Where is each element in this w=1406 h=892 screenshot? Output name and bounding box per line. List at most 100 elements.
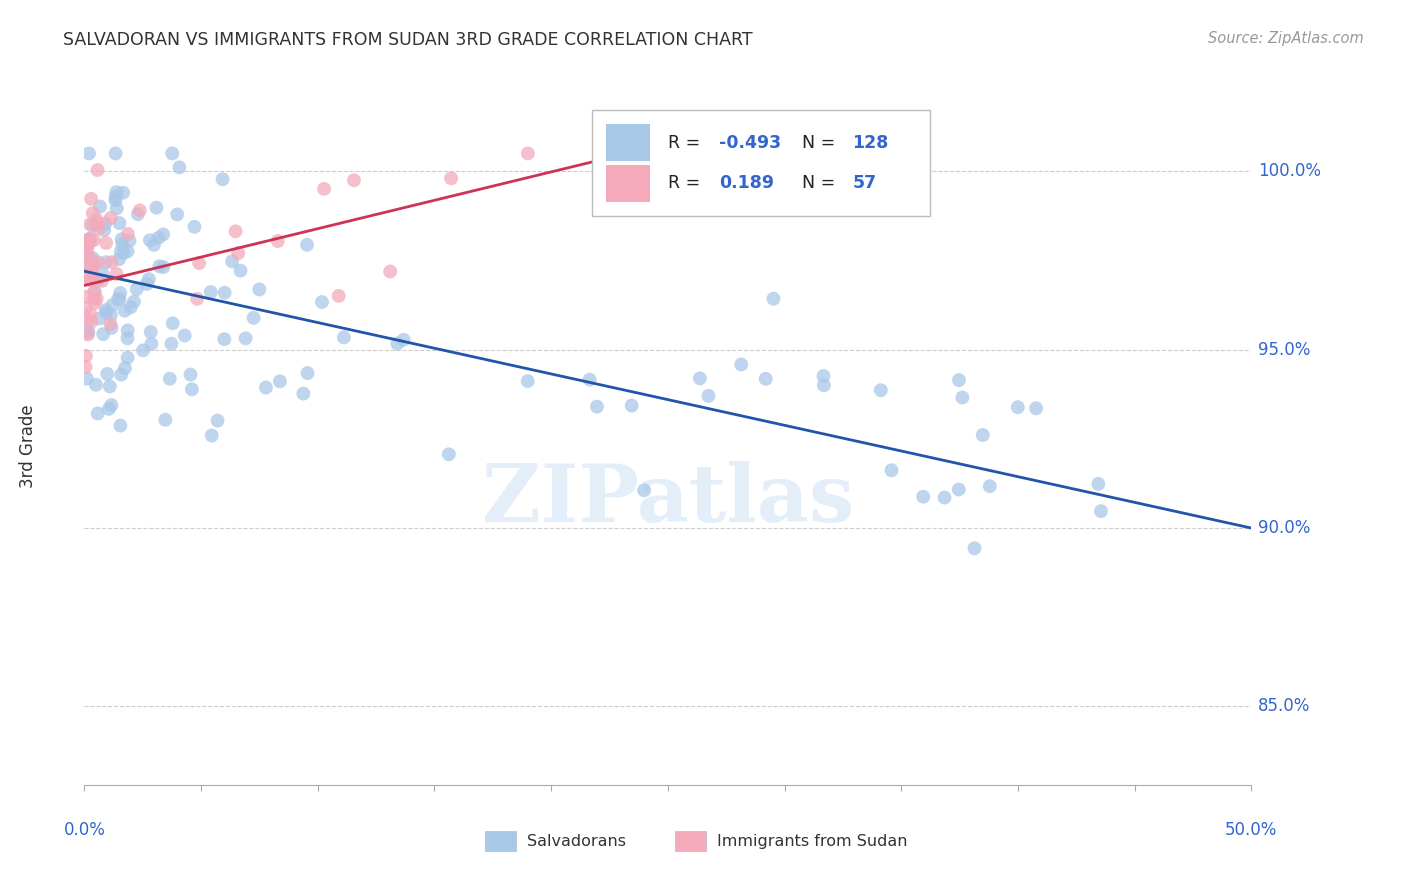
Point <box>226 246 249 260</box>
Point <box>89 311 111 326</box>
Point <box>111 232 134 246</box>
Point <box>82 219 104 233</box>
Point <box>110 244 132 259</box>
Point <box>162 146 184 161</box>
Point <box>77 265 100 279</box>
Point <box>247 282 270 296</box>
FancyBboxPatch shape <box>606 165 651 202</box>
Point <box>114 303 136 318</box>
Point <box>80 315 103 329</box>
Point <box>76 241 98 255</box>
Point <box>76 238 98 252</box>
Point <box>76 323 98 337</box>
Point <box>132 343 155 358</box>
Point <box>139 325 162 339</box>
Point <box>972 428 994 442</box>
Point <box>214 332 236 346</box>
Point <box>79 231 101 245</box>
Text: 128: 128 <box>852 134 889 152</box>
Point <box>813 369 835 384</box>
Point <box>145 201 167 215</box>
Point <box>82 206 104 220</box>
Text: 50.0%: 50.0% <box>1225 821 1278 838</box>
Point <box>75 255 97 269</box>
Point <box>104 193 127 207</box>
Point <box>117 244 139 259</box>
Point <box>111 237 134 252</box>
Point <box>77 312 100 326</box>
Text: -0.493: -0.493 <box>720 134 782 152</box>
Point <box>392 333 415 347</box>
Point <box>578 373 600 387</box>
Point <box>105 202 128 216</box>
Point <box>620 399 643 413</box>
Point <box>110 418 132 433</box>
Point <box>437 447 460 461</box>
Point <box>101 298 124 312</box>
Point <box>86 212 108 227</box>
Point <box>76 238 98 252</box>
Point <box>254 380 277 394</box>
Point <box>82 251 104 265</box>
Point <box>87 221 110 235</box>
Point <box>84 285 107 299</box>
Point <box>96 367 118 381</box>
Point <box>1087 476 1109 491</box>
Point <box>96 306 118 320</box>
Point <box>75 301 97 315</box>
Point <box>79 232 101 246</box>
Point <box>77 326 100 340</box>
Point <box>107 292 129 306</box>
Point <box>87 255 110 269</box>
Point <box>83 292 105 306</box>
Point <box>162 316 184 330</box>
Point <box>76 239 98 253</box>
Point <box>117 331 139 345</box>
Point <box>948 373 970 387</box>
Point <box>755 372 778 386</box>
Point <box>77 146 100 161</box>
Point <box>112 186 135 200</box>
Point <box>94 303 117 318</box>
Point <box>963 541 986 556</box>
Text: 57: 57 <box>852 174 876 193</box>
Point <box>83 296 105 310</box>
Point <box>100 211 122 225</box>
Point <box>117 227 139 241</box>
Point <box>186 292 208 306</box>
Point <box>221 254 243 268</box>
Text: 95.0%: 95.0% <box>1258 341 1310 359</box>
Point <box>79 307 101 321</box>
Point <box>82 258 104 272</box>
Text: ZIPatlas: ZIPatlas <box>482 461 853 540</box>
Point <box>229 263 252 277</box>
FancyBboxPatch shape <box>606 124 651 161</box>
Point <box>269 374 291 388</box>
Point <box>173 328 195 343</box>
Point <box>200 285 222 299</box>
Point <box>697 389 720 403</box>
Point <box>75 290 97 304</box>
Point <box>76 371 98 385</box>
Point <box>75 359 97 374</box>
Point <box>292 386 315 401</box>
Point <box>79 260 101 274</box>
Point <box>75 349 97 363</box>
Point <box>84 377 107 392</box>
Text: 85.0%: 85.0% <box>1258 698 1310 715</box>
Point <box>79 235 101 249</box>
Text: 0.189: 0.189 <box>720 174 775 193</box>
Point <box>91 327 114 342</box>
Point <box>86 292 108 306</box>
Point <box>180 382 202 396</box>
Point <box>118 234 141 248</box>
Point <box>77 271 100 285</box>
Point <box>207 414 229 428</box>
Text: R =: R = <box>668 174 706 193</box>
Point <box>93 223 115 237</box>
Point <box>633 483 655 498</box>
Text: R =: R = <box>668 134 706 152</box>
Point <box>100 321 122 335</box>
Point <box>96 235 118 250</box>
Text: 0.0%: 0.0% <box>63 821 105 838</box>
